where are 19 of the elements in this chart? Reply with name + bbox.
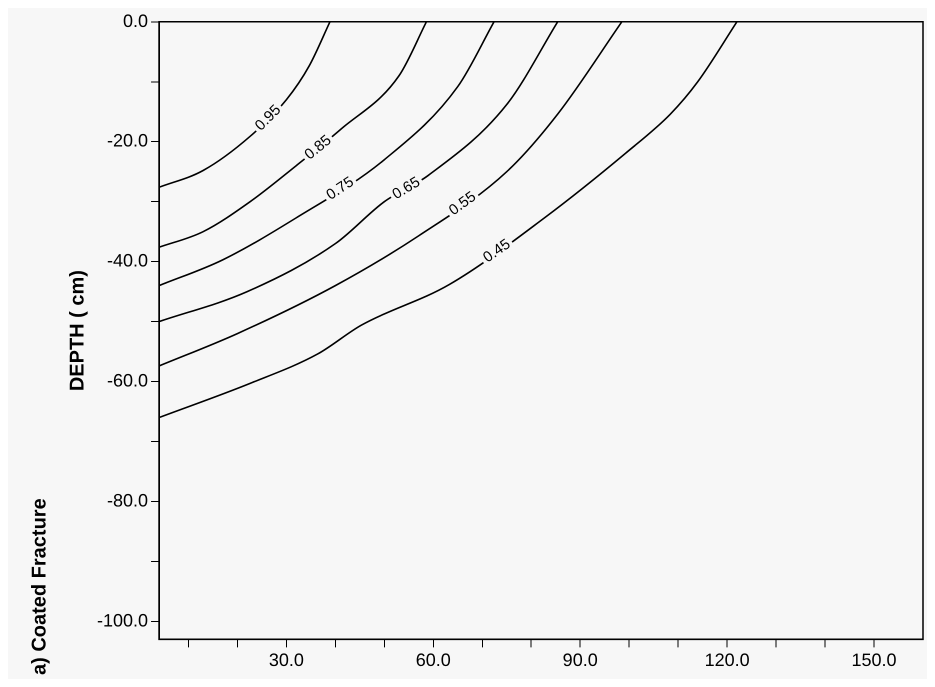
text: 0.55 — [446, 188, 480, 219]
text: 0.95 — [252, 101, 284, 134]
text: 0.85 — [301, 132, 335, 164]
y-tick-label: -20.0 — [107, 130, 148, 151]
text: a) Coated Fracture — [28, 498, 51, 675]
x-tick-label: 90.0 — [562, 650, 598, 670]
y-tick-label: 0.0 — [123, 10, 148, 31]
text: 0.65 — [389, 173, 424, 203]
x-tick-label: 150.0 — [852, 650, 897, 670]
text: 0.75 — [323, 173, 357, 204]
y-tick-label: -100.0 — [96, 610, 148, 630]
y-tick-label: -40.0 — [107, 250, 148, 271]
text: 0.45 — [480, 236, 514, 266]
x-tick-label: 60.0 — [416, 650, 451, 670]
y-tick-label: -60.0 — [107, 370, 148, 391]
x-tick-label: 30.0 — [268, 650, 304, 670]
x-tick-label: 120.0 — [704, 650, 750, 670]
y-tick-label: -80.0 — [107, 490, 148, 510]
y-axis-title: DEPTH ( cm) — [66, 270, 89, 392]
